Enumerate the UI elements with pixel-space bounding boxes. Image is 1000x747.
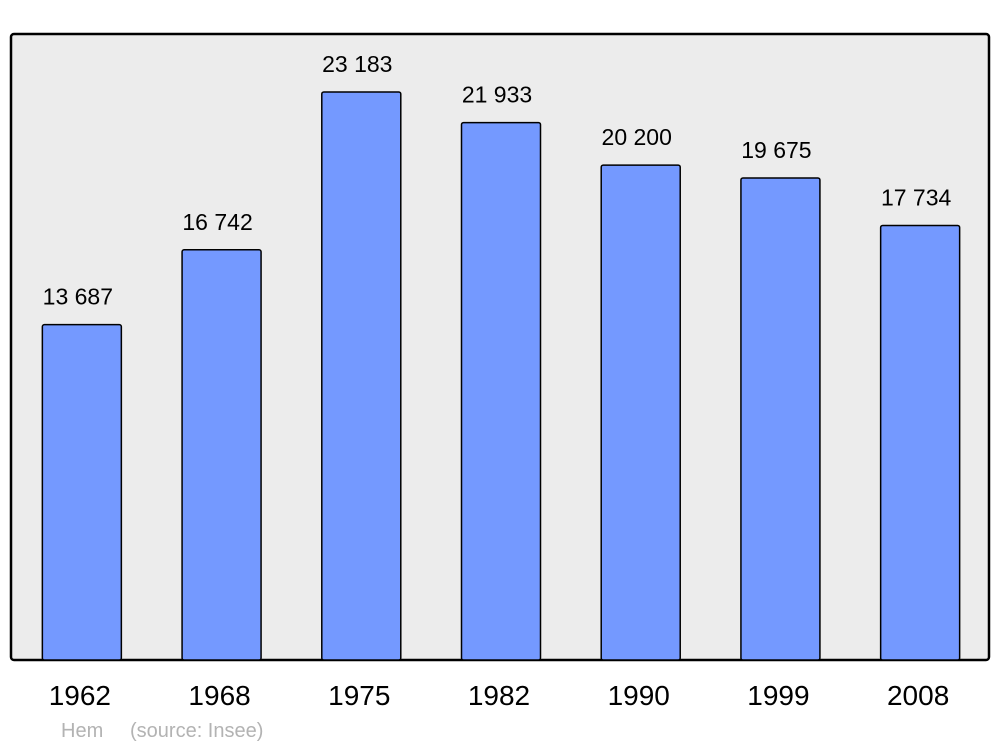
bar-1968 — [181, 249, 262, 661]
data-label-1968: 16 742 — [182, 209, 252, 235]
x-tick-label: 1975 — [328, 680, 390, 711]
x-tick-label: 1982 — [468, 680, 530, 711]
x-tick-label: 1990 — [608, 680, 670, 711]
x-tick-label: 1968 — [188, 680, 250, 711]
bar-1982 — [460, 121, 542, 661]
data-label-1982: 21 933 — [462, 82, 532, 108]
data-label-1975: 23 183 — [322, 51, 392, 77]
bar-1999 — [740, 177, 821, 661]
bar-2008 — [879, 224, 961, 661]
bar-1990 — [600, 164, 681, 661]
bar-1975 — [321, 91, 402, 661]
x-tick-label: 1999 — [747, 680, 809, 711]
data-label-2008: 17 734 — [881, 184, 952, 210]
x-tick-label: 1962 — [49, 680, 111, 711]
footer-source: (source: Insee) — [130, 720, 263, 742]
bar-1962 — [41, 323, 123, 661]
x-tick-label: 2008 — [887, 680, 949, 711]
data-label-1990: 20 200 — [602, 124, 672, 150]
data-label-1999: 19 675 — [741, 137, 811, 163]
data-label-1962: 13 687 — [43, 284, 113, 310]
footer-place: Hem — [61, 720, 103, 742]
